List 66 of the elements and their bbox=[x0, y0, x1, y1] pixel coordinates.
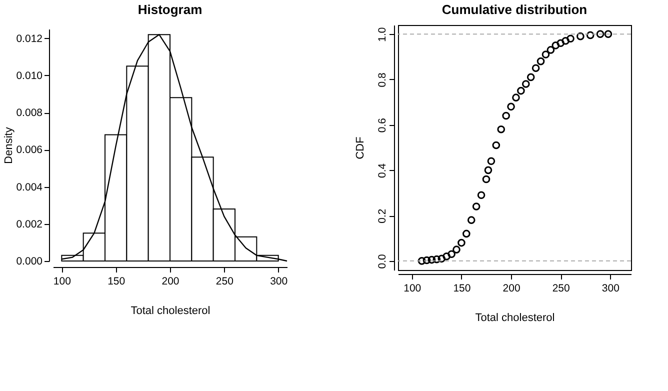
x-tick-label: 200 bbox=[162, 276, 180, 288]
point bbox=[472, 202, 480, 210]
y-tick-label: 0.002 bbox=[16, 218, 43, 230]
point bbox=[502, 112, 510, 120]
point bbox=[517, 86, 525, 95]
point bbox=[556, 39, 565, 48]
y-tick-label: 0.8 bbox=[376, 72, 388, 88]
point bbox=[507, 102, 515, 111]
x-tick-label: 200 bbox=[502, 282, 520, 294]
x-tick-label: 250 bbox=[216, 276, 234, 288]
y-tick-label: 0.6 bbox=[376, 118, 388, 133]
point bbox=[492, 141, 500, 150]
point bbox=[442, 252, 450, 260]
point bbox=[566, 34, 574, 43]
point bbox=[604, 30, 612, 38]
point bbox=[487, 157, 496, 166]
y-tick-label: 0.006 bbox=[16, 144, 43, 156]
point bbox=[422, 256, 431, 264]
point bbox=[526, 73, 535, 82]
line-series bbox=[61, 34, 288, 262]
point bbox=[438, 254, 446, 263]
point bbox=[452, 246, 460, 254]
x-tick-label: 300 bbox=[602, 282, 620, 294]
y-axis-title: Density bbox=[3, 126, 16, 164]
x-tick-label: 100 bbox=[53, 276, 72, 288]
point bbox=[532, 64, 540, 72]
point bbox=[562, 36, 570, 45]
y-tick-label: 0.008 bbox=[16, 107, 43, 120]
point bbox=[462, 230, 470, 238]
y-tick-label: 0.010 bbox=[16, 70, 43, 82]
chart-title: Histogram bbox=[138, 2, 202, 17]
point bbox=[546, 46, 555, 54]
point bbox=[576, 32, 584, 40]
chart-title: Cumulative distribution bbox=[442, 2, 588, 17]
point bbox=[418, 257, 426, 265]
y-axis-title: CDF bbox=[354, 136, 366, 160]
point bbox=[512, 94, 520, 102]
y-tick-label: 0.012 bbox=[16, 32, 43, 45]
point bbox=[552, 42, 560, 50]
point bbox=[432, 255, 441, 264]
x-axis-title: Total cholesterol bbox=[475, 312, 555, 324]
y-tick-label: 0.000 bbox=[16, 256, 43, 268]
point bbox=[477, 191, 486, 200]
point bbox=[484, 166, 492, 174]
point bbox=[448, 250, 456, 258]
point bbox=[467, 216, 476, 224]
x-tick-label: 300 bbox=[270, 276, 288, 288]
y-tick-label: 1.0 bbox=[376, 27, 388, 42]
point bbox=[596, 30, 604, 38]
point bbox=[522, 80, 530, 88]
point bbox=[536, 57, 545, 66]
point bbox=[542, 50, 550, 58]
y-tick-label: 0.0 bbox=[376, 254, 388, 269]
x-tick-label: 250 bbox=[552, 282, 570, 294]
point bbox=[586, 31, 594, 40]
point bbox=[458, 238, 466, 247]
point bbox=[497, 125, 506, 134]
y-tick-label: 0.2 bbox=[376, 208, 388, 224]
x-tick-label: 150 bbox=[108, 276, 126, 288]
x-tick-label: 150 bbox=[453, 282, 471, 294]
x-tick-label: 100 bbox=[404, 282, 422, 294]
x-axis-title: Total cholesterol bbox=[130, 305, 210, 317]
point bbox=[482, 175, 490, 184]
y-tick-label: 0.4 bbox=[376, 163, 388, 178]
y-tick-label: 0.004 bbox=[16, 181, 43, 194]
point bbox=[428, 256, 436, 264]
